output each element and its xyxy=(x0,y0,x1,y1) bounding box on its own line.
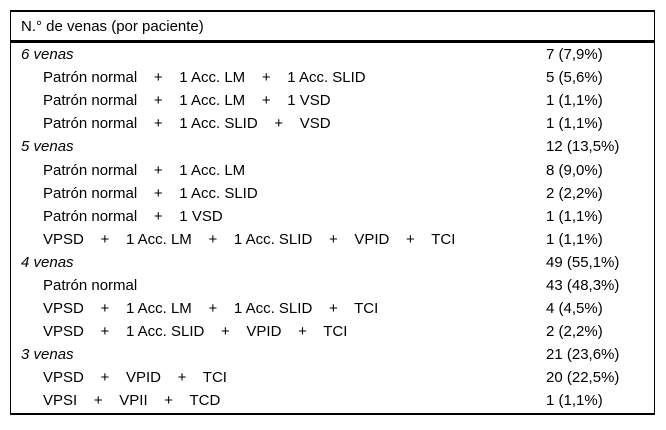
row-value: 1 (1,1%) xyxy=(546,92,603,110)
table-row: 3 venas 21 (23,6%) xyxy=(11,343,654,366)
row-label: Patrón normal + 1 Acc. LM + 1 Acc. SLID xyxy=(43,69,366,87)
table-row: Patrón normal 43 (48,3%) xyxy=(11,274,654,297)
table-body: 6 venas 7 (7,9%) Patrón normal + 1 Acc. LM… xyxy=(11,43,654,413)
table-header-title: N.° de venas (por paciente) xyxy=(21,17,204,35)
row-value: 2 (2,2%) xyxy=(546,184,603,202)
table-row: Patrón normal + 1 Acc. LM 8 (9,0%) xyxy=(11,158,654,181)
row-label: VPSD + 1 Acc. LM + 1 Acc. SLID + VPID + … xyxy=(43,230,456,248)
row-value: 1 (1,1%) xyxy=(546,392,603,410)
row-value: 12 (13,5%) xyxy=(546,138,620,156)
row-value: 1 (1,1%) xyxy=(546,207,603,225)
row-label: Patrón normal + 1 Acc. LM + 1 VSD xyxy=(43,92,331,110)
table-row: 5 venas 12 (13,5%) xyxy=(11,135,654,158)
row-label: Patrón normal + 1 Acc. LM xyxy=(43,161,246,179)
row-value: 8 (9,0%) xyxy=(546,161,603,179)
row-value: 1 (1,1%) xyxy=(546,230,603,248)
row-value: 20 (22,5%) xyxy=(546,369,620,387)
row-value: 1 (1,1%) xyxy=(546,115,603,133)
table-row: Patrón normal + 1 Acc. LM + 1 Acc. SLID 5… xyxy=(11,66,654,89)
table-row: VPSD + VPID + TCI 20 (22,5%) xyxy=(11,366,654,389)
table-row: 4 venas 49 (55,1%) xyxy=(11,251,654,274)
row-value: 4 (4,5%) xyxy=(546,300,603,318)
table-row: 6 venas 7 (7,9%) xyxy=(11,43,654,66)
row-value: 21 (23,6%) xyxy=(546,346,620,364)
table-row: Patrón normal + 1 Acc. SLID 2 (2,2%) xyxy=(11,182,654,205)
row-label: VPSD + 1 Acc. LM + 1 Acc. SLID + TCI xyxy=(43,300,379,318)
row-value: 43 (48,3%) xyxy=(546,276,620,294)
row-value: 5 (5,6%) xyxy=(546,69,603,87)
row-label: 4 venas xyxy=(21,253,74,271)
row-label: VPSD + VPID + TCI xyxy=(43,369,227,387)
row-label: Patrón normal xyxy=(43,276,138,294)
row-value: 49 (55,1%) xyxy=(546,253,620,271)
row-value: 2 (2,2%) xyxy=(546,323,603,341)
table-row: Patrón normal + 1 Acc. LM + 1 VSD 1 (1,1%… xyxy=(11,89,654,112)
venas-por-paciente-table: N.° de venas (por paciente) 6 venas 7 (7,… xyxy=(10,10,655,415)
row-label: Patrón normal + 1 Acc. SLID xyxy=(43,184,258,202)
row-label: Patrón normal + 1 Acc. SLID + VSD xyxy=(43,115,331,133)
row-label: 3 venas xyxy=(21,346,74,364)
row-label: Patrón normal + 1 VSD xyxy=(43,207,223,225)
table-row: Patrón normal + 1 Acc. SLID + VSD 1 (1,1%… xyxy=(11,112,654,135)
table-header-row: N.° de venas (por paciente) xyxy=(11,12,654,43)
table-row: Patrón normal + 1 VSD 1 (1,1%) xyxy=(11,205,654,228)
row-value: 7 (7,9%) xyxy=(546,46,603,64)
table-row: VPSD + 1 Acc. LM + 1 Acc. SLID + VPID + … xyxy=(11,228,654,251)
row-label: 6 venas xyxy=(21,46,74,64)
table-row: VPSD + 1 Acc. SLID + VPID + TCI 2 (2,2%) xyxy=(11,320,654,343)
row-label: VPSI + VPII + TCD xyxy=(43,392,221,410)
row-label: VPSD + 1 Acc. SLID + VPID + TCI xyxy=(43,323,348,341)
table-row: VPSD + 1 Acc. LM + 1 Acc. SLID + TCI 4 (4… xyxy=(11,297,654,320)
table-row: VPSI + VPII + TCD 1 (1,1%) xyxy=(11,389,654,412)
row-label: 5 venas xyxy=(21,138,74,156)
